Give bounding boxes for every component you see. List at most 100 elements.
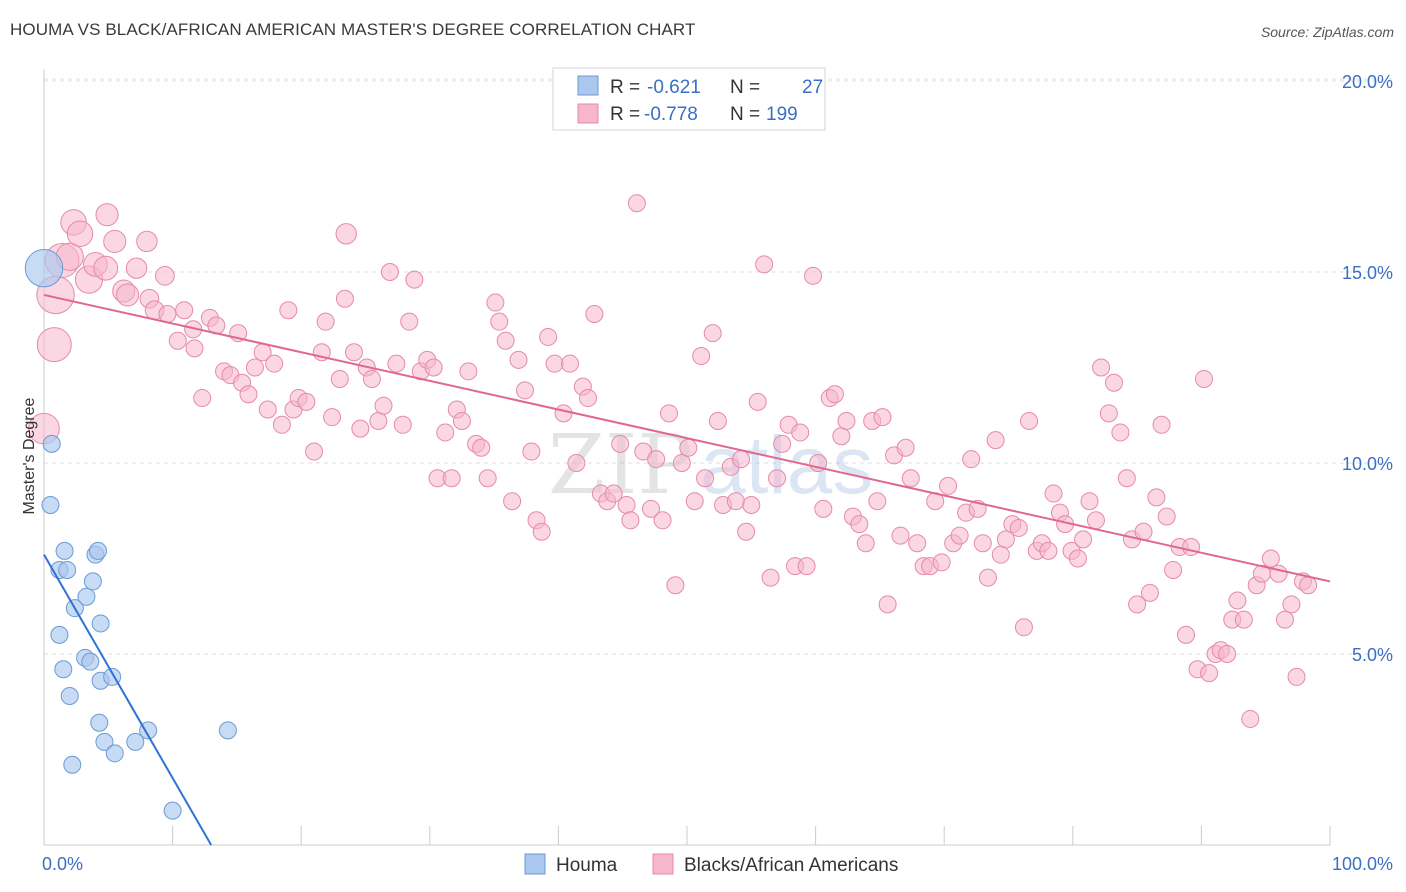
black-point-52 — [369, 411, 388, 430]
legend-black-label: Blacks/African Americans — [684, 855, 898, 876]
black-point-131 — [850, 515, 869, 534]
black-point-148 — [950, 526, 969, 545]
black-point-47 — [335, 223, 357, 245]
black-point-43 — [316, 312, 335, 331]
black-point-121 — [791, 423, 810, 442]
legend-black-swatch — [652, 853, 674, 875]
black-point-163 — [1039, 541, 1058, 560]
black-point-127 — [825, 385, 844, 404]
black-point-106 — [703, 324, 722, 343]
black-point-6 — [66, 220, 94, 248]
black-point-186 — [1176, 625, 1195, 644]
black-point-18 — [155, 265, 175, 286]
black-point-74 — [503, 492, 522, 511]
black-point-193 — [1218, 645, 1237, 663]
black-point-187 — [1182, 538, 1201, 557]
black-point-77 — [522, 442, 541, 461]
houma-point-8 — [54, 660, 73, 679]
black-point-96 — [641, 499, 660, 518]
black-point-94 — [627, 194, 646, 213]
black-point-56 — [393, 415, 412, 434]
black-point-134 — [868, 492, 887, 511]
black-point-9 — [93, 255, 119, 281]
black-point-76 — [515, 381, 534, 400]
y-tick-label-2: 15.0% — [1342, 263, 1393, 283]
black-point-93 — [621, 511, 640, 530]
black-point-49 — [351, 419, 370, 438]
black-point-63 — [436, 423, 455, 442]
black-point-20 — [168, 331, 187, 350]
black-point-184 — [1164, 560, 1183, 579]
houma-n-label: N = — [730, 77, 760, 98]
axis-layer — [43, 69, 1331, 846]
black-point-190 — [1200, 664, 1219, 683]
black-point-182 — [1152, 415, 1171, 434]
y-axis-label: Master's Degree — [21, 397, 38, 514]
black-point-107 — [708, 411, 727, 430]
black-point-200 — [1261, 549, 1280, 568]
black-point-71 — [486, 293, 505, 312]
black-point-46 — [335, 289, 354, 308]
black-point-155 — [991, 545, 1010, 564]
black-point-128 — [832, 427, 851, 446]
black-r-value: -0.778 — [644, 104, 698, 125]
black-point-138 — [891, 526, 910, 545]
black-point-156 — [996, 530, 1015, 549]
black-trendline — [43, 293, 1331, 583]
black-point-70 — [478, 469, 497, 488]
black-point-98 — [653, 511, 672, 530]
black-point-203 — [1282, 595, 1301, 614]
houma-point-4 — [55, 541, 74, 560]
legend-houma-label: Houma — [556, 855, 618, 876]
black-point-196 — [1234, 610, 1253, 629]
houma-point-1 — [42, 434, 61, 453]
black-point-158 — [1009, 518, 1028, 537]
houma-point-18 — [91, 614, 110, 633]
bottom-legend: Houma Blacks/African Americans — [524, 853, 898, 876]
houma-point-22 — [126, 732, 145, 751]
y-tick-label-0: 5.0% — [1352, 645, 1393, 665]
black-point-91 — [611, 434, 630, 453]
black-point-171 — [1086, 511, 1105, 530]
black-point-103 — [685, 492, 704, 511]
black-point-41 — [305, 442, 324, 461]
black-point-21 — [175, 301, 194, 320]
black-point-90 — [604, 484, 623, 503]
black-point-189 — [1194, 369, 1213, 388]
houma-point-20 — [95, 732, 114, 751]
black-point-87 — [585, 305, 604, 324]
black-point-197 — [1241, 709, 1260, 728]
black-point-140 — [901, 469, 920, 488]
black-point-19 — [158, 305, 177, 324]
black-point-36 — [272, 415, 291, 434]
black-point-206 — [1299, 576, 1318, 595]
black-n-label: N = — [730, 104, 760, 125]
black-point-83 — [560, 354, 579, 373]
black-point-66 — [452, 411, 471, 430]
black-point-82 — [554, 404, 573, 423]
y-tick-label-3: 20.0% — [1342, 72, 1393, 92]
black-point-14 — [125, 257, 148, 279]
black-point-202 — [1275, 610, 1294, 629]
black-point-181 — [1147, 488, 1166, 507]
black-point-152 — [973, 534, 992, 553]
black-point-86 — [578, 389, 597, 408]
houma-point-16 — [60, 687, 79, 706]
black-point-195 — [1228, 591, 1247, 610]
black-point-97 — [647, 450, 666, 469]
black-point-84 — [567, 454, 586, 472]
houma-point-5 — [58, 560, 77, 579]
black-point-146 — [939, 476, 958, 495]
black-point-117 — [768, 469, 787, 488]
black-point-170 — [1080, 492, 1099, 511]
black-point-73 — [496, 331, 515, 350]
houma-point-2 — [41, 496, 60, 515]
black-point-13 — [116, 283, 140, 307]
black-point-125 — [814, 499, 833, 518]
black-point-37 — [279, 301, 298, 320]
houma-point-21 — [105, 744, 124, 763]
black-point-10 — [95, 203, 119, 227]
black-point-32 — [245, 358, 264, 377]
black-point-150 — [962, 450, 981, 469]
